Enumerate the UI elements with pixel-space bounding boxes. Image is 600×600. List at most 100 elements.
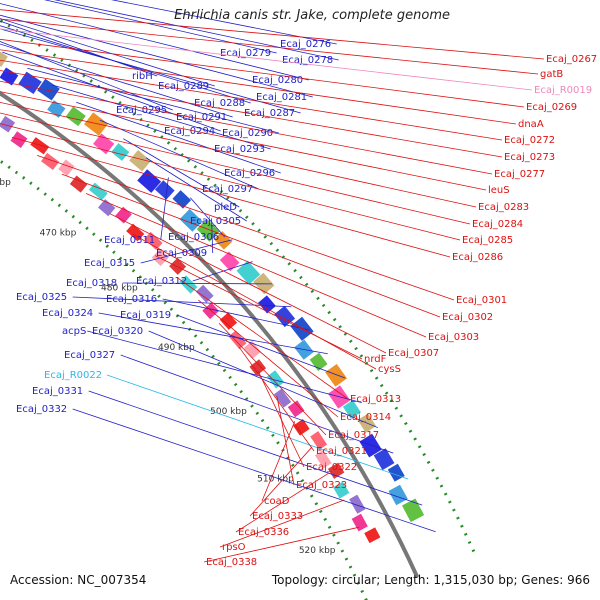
forward-gene-label: Ecaj_0319 [120, 310, 171, 321]
forward-gene-label: Ecaj_0324 [42, 308, 93, 319]
reverse-leader-line [0, 123, 461, 241]
forward-leader-line [44, 0, 277, 54]
scale-tick-label: 460 kbp [0, 178, 11, 188]
reverse-gene-label: Ecaj_0338 [206, 557, 257, 568]
reverse-gene-label: Ecaj_R0019 [534, 85, 592, 96]
reverse-gene-block [310, 431, 328, 450]
forward-gene-label: Ecaj_0291 [176, 112, 227, 123]
forward-gene-label: Ecaj_0332 [16, 404, 67, 415]
forward-gene-block [342, 400, 361, 419]
forward-gene-block [258, 295, 276, 314]
accession-text: Accession: NC_007354 [10, 573, 147, 587]
forward-gene-label: acpS [62, 326, 86, 337]
forward-gene-block [274, 305, 296, 328]
forward-leader-line [110, 0, 337, 45]
reverse-gene-label: Ecaj_0322 [306, 462, 357, 473]
forward-leader-line [88, 390, 423, 506]
reverse-gene-block [287, 400, 305, 418]
reverse-gene-label: Ecaj_0286 [452, 252, 503, 263]
reverse-gene-block [41, 152, 60, 171]
forward-leader-line [106, 374, 409, 480]
reverse-gene-label: Ecaj_0307 [388, 348, 439, 359]
reverse-gene-label: Ecaj_0301 [456, 295, 507, 306]
reverse-leader-line [85, 193, 427, 338]
forward-gene-block [37, 78, 60, 101]
forward-leader-line [0, 3, 309, 81]
reverse-gene-block [293, 419, 310, 436]
reverse-gene-block [30, 137, 50, 155]
scale-tick-label: 470 kbp [40, 228, 77, 238]
forward-gene-label: Ecaj_0288 [194, 98, 245, 109]
reverse-gene-label: dnaA [518, 119, 544, 130]
forward-leader-line [72, 408, 436, 533]
reverse-leader-line [218, 322, 327, 436]
reverse-gene-block [151, 249, 169, 267]
reverse-gene-block [144, 231, 163, 250]
forward-leader-line [51, 84, 271, 150]
forward-gene-label: Ecaj_0293 [214, 144, 265, 155]
reverse-gene-block [364, 527, 381, 544]
forward-leader-line [0, 40, 173, 111]
forward-gene-label: Ecaj_0315 [84, 258, 135, 269]
forward-leader-line [192, 261, 253, 282]
forward-gene-label: Ecaj_0276 [280, 39, 331, 50]
scale-tick-label: 480 kbp [101, 283, 138, 293]
reverse-leader-line [0, 101, 477, 208]
reverse-gene-label: Ecaj_0273 [504, 152, 555, 163]
forward-gene-label: Ecaj_0294 [164, 126, 215, 137]
forward-gene-block [387, 463, 405, 482]
forward-gene-label: Ecaj_0331 [32, 386, 83, 397]
scale-tick-label: 500 kbp [210, 407, 247, 417]
reverse-leader-line [61, 173, 441, 318]
forward-gene-label: Ecaj_0312 [136, 276, 187, 287]
forward-gene-block [65, 106, 86, 127]
forward-leader-line [27, 67, 279, 134]
forward-gene-label: Ecaj_0279 [220, 48, 271, 59]
forward-gene-label: Ecaj_0295 [116, 105, 167, 116]
forward-leader-line [98, 312, 328, 355]
reverse-gene-label: Ecaj_0333 [252, 511, 303, 522]
forward-leader-line [189, 197, 226, 238]
reverse-leader-line [0, 28, 533, 91]
forward-gene-label: Ecaj_0325 [16, 292, 67, 303]
forward-gene-label: ribH [132, 71, 153, 82]
forward-gene-block [93, 133, 115, 155]
reverse-leader-line [109, 213, 387, 354]
topology-text: Topology: circular; Length: 1,315,030 bp… [271, 573, 590, 587]
reverse-leader-line [219, 499, 345, 548]
forward-gene-block [236, 260, 261, 285]
scale-tick-label: 520 kbp [299, 546, 336, 556]
reverse-gene-label: Ecaj_0336 [238, 527, 289, 538]
forward-leader-line [148, 330, 379, 429]
reverse-leader-line [203, 526, 360, 563]
reverse-gene-label: rpsO [222, 542, 246, 553]
forward-leader-line [99, 119, 259, 190]
reverse-gene-block [88, 182, 108, 201]
reverse-gene-label: Ecaj_0314 [340, 412, 391, 423]
forward-gene-label: Ecaj_0327 [64, 350, 115, 361]
reverse-leader-line [0, 38, 525, 108]
forward-gene-block [179, 208, 203, 232]
reverse-gene-label: Ecaj_0285 [462, 235, 513, 246]
reverse-gene-label: nrdF [364, 354, 387, 365]
forward-gene-label: Ecaj_0311 [104, 235, 155, 246]
reverse-gene-block [219, 312, 238, 330]
forward-leader-line [160, 177, 169, 241]
forward-gene-label: Ecaj_0281 [256, 92, 307, 103]
forward-gene-block [137, 169, 162, 193]
forward-leader-line [145, 157, 247, 222]
genome-backbone [0, 91, 420, 579]
forward-gene-block [219, 251, 240, 272]
reverse-gene-label: Ecaj_0321 [316, 446, 367, 457]
forward-gene-block [196, 218, 220, 242]
forward-leader-line [2, 51, 221, 132]
reverse-gene-label: Ecaj_0272 [504, 135, 555, 146]
reverse-gene-block [243, 341, 261, 359]
reverse-gene-block [58, 159, 75, 177]
forward-gene-block [325, 363, 348, 387]
forward-leader-line [54, 0, 339, 61]
forward-gene-label: Ecaj_0278 [282, 55, 333, 66]
reverse-leader-line [0, 18, 539, 75]
